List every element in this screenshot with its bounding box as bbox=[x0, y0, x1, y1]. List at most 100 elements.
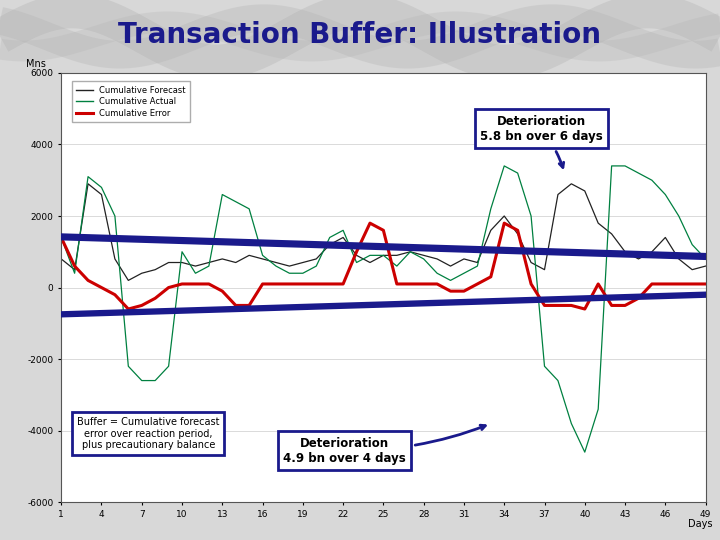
Cumulative Forecast bbox=[84, 180, 92, 187]
Cumulative Actual bbox=[513, 170, 522, 176]
Cumulative Error bbox=[285, 281, 294, 287]
Cumulative Actual bbox=[285, 270, 294, 276]
Cumulative Error bbox=[567, 302, 576, 309]
Text: Deterioration
4.9 bn over 4 days: Deterioration 4.9 bn over 4 days bbox=[284, 425, 485, 465]
Cumulative Actual bbox=[675, 213, 683, 219]
Cumulative Error bbox=[419, 281, 428, 287]
Cumulative Forecast bbox=[647, 248, 656, 255]
Cumulative Error bbox=[554, 302, 562, 309]
Cumulative Forecast bbox=[97, 191, 106, 198]
Cumulative Forecast bbox=[513, 231, 522, 237]
Cumulative Error bbox=[231, 302, 240, 309]
Text: Deterioration
5.8 bn over 6 days: Deterioration 5.8 bn over 6 days bbox=[480, 114, 603, 167]
Text: Transaction Buffer: Illustration: Transaction Buffer: Illustration bbox=[119, 21, 601, 49]
Cumulative Actual bbox=[554, 377, 562, 384]
Text: Mns: Mns bbox=[26, 59, 45, 69]
Cumulative Forecast bbox=[71, 266, 79, 273]
Cumulative Actual bbox=[218, 191, 227, 198]
Cumulative Error bbox=[191, 281, 199, 287]
Cumulative Actual bbox=[580, 449, 589, 455]
Text: Days: Days bbox=[688, 519, 712, 529]
Cumulative Forecast bbox=[352, 252, 361, 259]
Cumulative Actual bbox=[57, 234, 66, 241]
Cumulative Forecast bbox=[339, 234, 348, 241]
Cumulative Forecast bbox=[540, 266, 549, 273]
Cumulative Forecast bbox=[473, 259, 482, 266]
Cumulative Forecast bbox=[634, 256, 643, 262]
Cumulative Forecast bbox=[554, 191, 562, 198]
Cumulative Actual bbox=[124, 363, 132, 369]
Cumulative Error bbox=[607, 302, 616, 309]
Cumulative Error bbox=[594, 281, 603, 287]
Cumulative Error bbox=[621, 302, 629, 309]
Cumulative Error bbox=[299, 281, 307, 287]
Cumulative Actual bbox=[594, 406, 603, 413]
Cumulative Error bbox=[57, 234, 66, 241]
Cumulative Error bbox=[473, 281, 482, 287]
Cumulative Forecast bbox=[419, 252, 428, 259]
Cumulative Error bbox=[97, 284, 106, 291]
Cumulative Error bbox=[379, 227, 387, 233]
Cumulative Error bbox=[701, 281, 710, 287]
Cumulative Actual bbox=[299, 270, 307, 276]
Cumulative Forecast bbox=[151, 266, 160, 273]
Cumulative Error bbox=[138, 302, 146, 309]
Cumulative Actual bbox=[352, 259, 361, 266]
Cumulative Actual bbox=[487, 206, 495, 212]
Cumulative Actual bbox=[271, 263, 280, 269]
Cumulative Actual bbox=[607, 163, 616, 169]
Cumulative Error bbox=[540, 302, 549, 309]
Cumulative Forecast bbox=[594, 220, 603, 226]
Cumulative Forecast bbox=[675, 256, 683, 262]
Line: Cumulative Actual: Cumulative Actual bbox=[61, 166, 706, 452]
Cumulative Forecast bbox=[285, 263, 294, 269]
Cumulative Forecast bbox=[446, 263, 455, 269]
Cumulative Error bbox=[446, 288, 455, 294]
Line: Cumulative Error: Cumulative Error bbox=[61, 223, 706, 309]
Cumulative Error bbox=[406, 281, 415, 287]
Cumulative Forecast bbox=[580, 188, 589, 194]
Cumulative Actual bbox=[325, 234, 334, 241]
Cumulative Actual bbox=[312, 263, 320, 269]
Cumulative Error bbox=[164, 284, 173, 291]
Cumulative Actual bbox=[151, 377, 160, 384]
Cumulative Error bbox=[111, 292, 120, 298]
Cumulative Forecast bbox=[271, 259, 280, 266]
Cumulative Forecast bbox=[325, 241, 334, 248]
Cumulative Actual bbox=[84, 173, 92, 180]
Cumulative Actual bbox=[688, 241, 696, 248]
Cumulative Forecast bbox=[57, 256, 66, 262]
Cumulative Error bbox=[647, 281, 656, 287]
Cumulative Forecast bbox=[111, 256, 120, 262]
Cumulative Forecast bbox=[245, 252, 253, 259]
Cumulative Actual bbox=[71, 270, 79, 276]
Cumulative Forecast bbox=[688, 266, 696, 273]
Cumulative Actual bbox=[567, 420, 576, 427]
Cumulative Error bbox=[675, 281, 683, 287]
Cumulative Actual bbox=[406, 248, 415, 255]
Cumulative Forecast bbox=[487, 227, 495, 233]
Cumulative Actual bbox=[392, 263, 401, 269]
Cumulative Forecast bbox=[312, 256, 320, 262]
Cumulative Forecast bbox=[231, 259, 240, 266]
Cumulative Actual bbox=[138, 377, 146, 384]
Cumulative Actual bbox=[433, 270, 441, 276]
Cumulative Error bbox=[366, 220, 374, 226]
Cumulative Actual bbox=[339, 227, 348, 233]
Cumulative Actual bbox=[459, 270, 468, 276]
Cumulative Error bbox=[124, 306, 132, 312]
Cumulative Error bbox=[392, 281, 401, 287]
Cumulative Actual bbox=[379, 252, 387, 259]
Cumulative Error bbox=[258, 281, 267, 287]
Cumulative Forecast bbox=[661, 234, 670, 241]
Cumulative Forecast bbox=[406, 248, 415, 255]
Cumulative Forecast bbox=[191, 263, 199, 269]
Cumulative Actual bbox=[164, 363, 173, 369]
Cumulative Forecast bbox=[366, 259, 374, 266]
Cumulative Error bbox=[459, 288, 468, 294]
Cumulative Forecast bbox=[701, 263, 710, 269]
Cumulative Actual bbox=[419, 256, 428, 262]
Cumulative Actual bbox=[245, 206, 253, 212]
Cumulative Error bbox=[500, 220, 508, 226]
Cumulative Actual bbox=[661, 191, 670, 198]
